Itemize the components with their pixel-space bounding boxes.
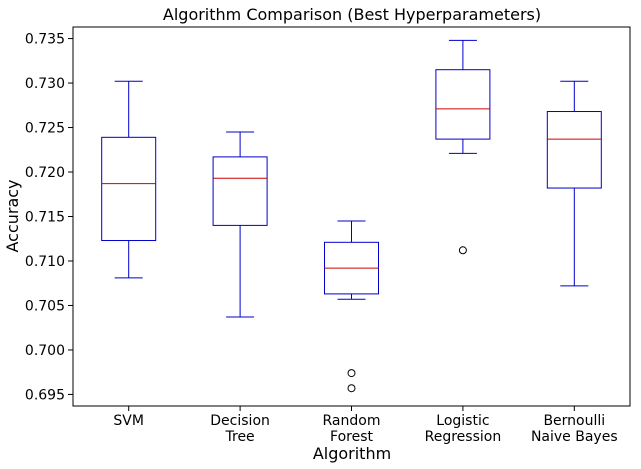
x-tick-label: Logistic bbox=[436, 413, 489, 429]
y-axis-label: Accuracy bbox=[3, 179, 22, 252]
y-tick-label: 0.710 bbox=[25, 254, 65, 270]
x-axis-label: Algorithm bbox=[313, 444, 391, 463]
y-tick-label: 0.715 bbox=[25, 210, 65, 226]
outlier-point bbox=[458, 246, 467, 255]
x-tick-label: Tree bbox=[225, 429, 255, 445]
y-tick-label: 0.720 bbox=[25, 165, 65, 181]
y-tick-label: 0.705 bbox=[25, 298, 65, 314]
x-tick-label: Decision bbox=[210, 413, 270, 429]
box bbox=[435, 69, 491, 140]
y-tick-label: 0.730 bbox=[25, 76, 65, 92]
x-tick-label: SVM bbox=[113, 413, 144, 429]
box bbox=[101, 136, 157, 242]
chart-title: Algorithm Comparison (Best Hyperparamete… bbox=[163, 5, 541, 24]
box bbox=[212, 156, 268, 226]
x-tick-label: Random bbox=[323, 413, 381, 429]
outlier-point bbox=[347, 384, 356, 393]
box bbox=[546, 111, 602, 189]
y-tick-label: 0.700 bbox=[25, 343, 65, 359]
x-tick-label: Bernoulli bbox=[543, 413, 605, 429]
y-tick-label: 0.695 bbox=[25, 387, 65, 403]
x-tick-label: Regression bbox=[425, 429, 502, 445]
outlier-point bbox=[347, 369, 356, 378]
x-tick-label: Naive Bayes bbox=[531, 429, 618, 445]
y-tick-label: 0.735 bbox=[25, 32, 65, 48]
x-tick-label: Forest bbox=[330, 429, 373, 445]
y-tick-label: 0.725 bbox=[25, 121, 65, 137]
plot-area-frame bbox=[72, 26, 631, 407]
